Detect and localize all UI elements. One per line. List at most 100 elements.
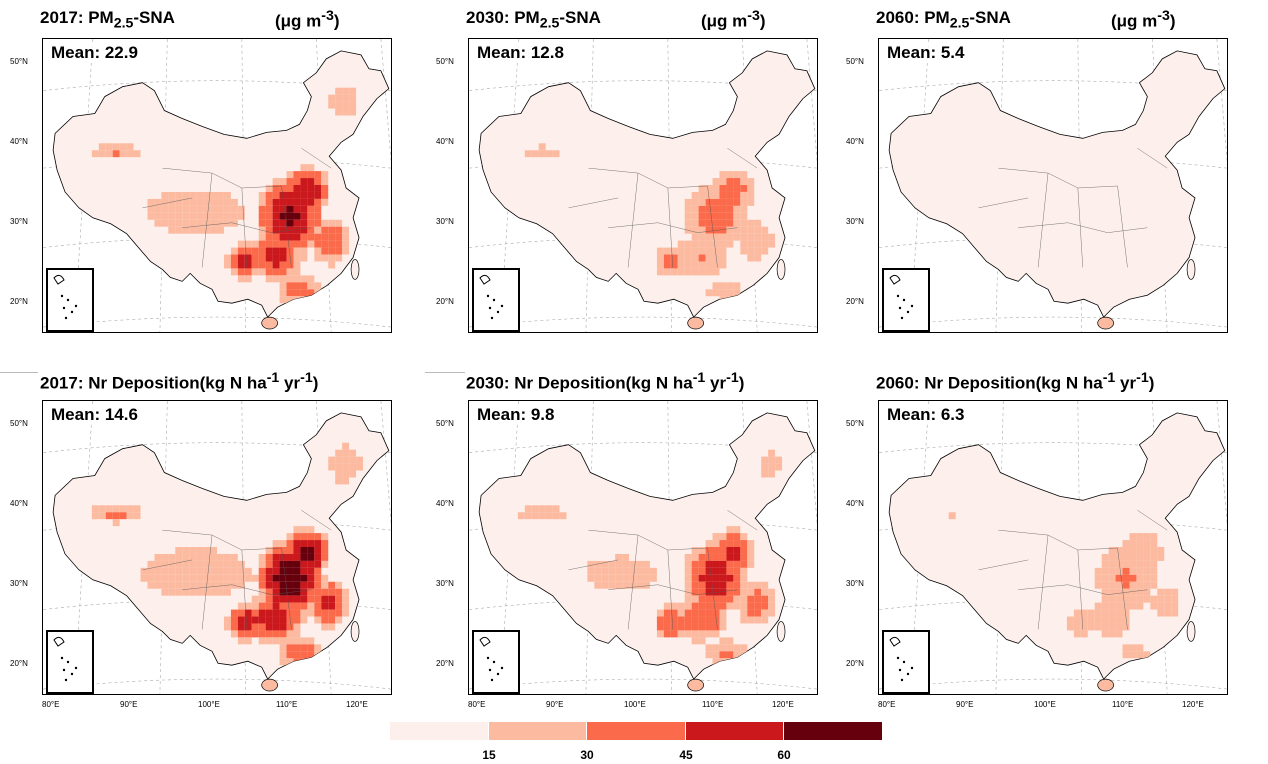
grid-cell — [182, 212, 190, 220]
latitude-label: 40°N — [846, 499, 864, 508]
grid-cell — [698, 623, 706, 631]
grid-cell — [335, 463, 343, 471]
grid-cell — [712, 219, 720, 227]
grid-cell — [265, 219, 273, 227]
grid-cell — [768, 233, 776, 241]
grid-cell — [1115, 609, 1123, 617]
grid-cell — [203, 588, 211, 596]
grid-cell — [740, 602, 748, 610]
grid-cell — [636, 560, 643, 568]
grid-cell — [747, 588, 755, 596]
grid-cell — [719, 261, 727, 269]
grid-cell — [1108, 616, 1116, 624]
grid-cell — [712, 574, 720, 582]
grid-cell — [265, 275, 273, 283]
grid-cell — [608, 560, 616, 568]
parallel-line — [879, 678, 1227, 690]
grid-cell — [321, 602, 329, 610]
grid-cell — [300, 254, 308, 262]
unit-superscript: -1 — [300, 370, 313, 386]
grid-cell — [1150, 595, 1158, 603]
grid-cell — [251, 609, 259, 617]
grid-cell — [1150, 553, 1158, 561]
meridian-line — [241, 39, 246, 332]
province-boundary — [978, 197, 1029, 209]
longitude-label: 90°E — [956, 700, 974, 709]
grid-cell — [217, 567, 224, 575]
grid-cell — [335, 233, 343, 241]
meridian-line — [585, 39, 594, 332]
grid-cell — [189, 574, 197, 582]
grid-cell — [1171, 588, 1179, 596]
grid-cell — [342, 101, 350, 109]
grid-cell — [719, 560, 727, 568]
grid-cell — [1073, 609, 1081, 617]
grid-cell — [335, 588, 343, 596]
grid-cell — [1164, 602, 1172, 610]
taiwan-island — [1186, 621, 1196, 642]
grid-cell — [1157, 547, 1165, 554]
grid-cell — [1087, 623, 1095, 631]
grid-cell — [112, 505, 120, 513]
grid-cell — [328, 609, 336, 617]
grid-cell — [656, 623, 664, 631]
grid-cell — [307, 533, 315, 541]
latitude-label: 40°N — [10, 137, 28, 146]
grid-cell — [335, 449, 343, 457]
grid-cell — [147, 205, 155, 213]
grid-cell — [622, 567, 630, 575]
grid-cell — [168, 226, 176, 234]
grid-cell — [293, 540, 301, 548]
grid-cell — [656, 630, 664, 638]
grid-cell — [119, 505, 127, 513]
province-boundary — [1037, 173, 1049, 268]
grid-cell — [300, 602, 308, 610]
grid-cell — [286, 233, 294, 241]
longitude-label: 120°E — [772, 700, 794, 709]
grid-cell — [684, 567, 692, 575]
colorbar-tick: 45 — [679, 748, 693, 762]
grid-cell — [300, 581, 308, 589]
grid-cell — [314, 226, 322, 234]
grid-cell — [691, 198, 699, 206]
grid-cell — [1087, 609, 1095, 617]
grid-cell — [321, 254, 329, 262]
grid-cell — [342, 87, 350, 95]
longitude-label: 110°E — [1112, 700, 1134, 709]
grid-cell — [196, 226, 204, 234]
panel-title: 2060: Nr Deposition(kg N ha-1 yr-1) — [876, 370, 1154, 394]
grid-cell — [279, 212, 287, 220]
grid-cell — [293, 178, 301, 186]
grid-cell — [587, 574, 595, 582]
meridian-line — [667, 39, 672, 332]
grid-cell — [293, 254, 301, 262]
grid-cell — [223, 254, 231, 262]
province-boundary — [667, 187, 673, 268]
grid-cell — [761, 470, 769, 478]
grid-cell — [1150, 567, 1158, 575]
grid-cell — [719, 219, 727, 227]
grid-cell — [698, 247, 706, 255]
grid-cell — [649, 574, 657, 582]
grid-cell — [761, 616, 769, 624]
grid-cell — [705, 651, 713, 659]
grid-cell — [300, 164, 308, 172]
grid-cell — [279, 185, 287, 192]
grid-cell — [1143, 567, 1151, 575]
grid-cell — [189, 205, 197, 213]
grid-cell — [719, 233, 727, 241]
map-canvas — [879, 401, 1227, 694]
grid-cell — [98, 143, 106, 151]
colorbar-tick: 60 — [777, 748, 791, 762]
grid-cell — [726, 547, 734, 554]
grid-cell — [740, 171, 748, 179]
province-boundary — [182, 222, 312, 233]
grid-cell — [1136, 588, 1144, 596]
grid-cell — [314, 567, 322, 575]
grid-cell — [719, 296, 727, 304]
grid-cell — [210, 560, 217, 568]
grid-cell — [147, 212, 155, 220]
south-china-sea-inset — [882, 268, 930, 332]
grid-cell — [286, 553, 294, 561]
grid-cell — [594, 567, 602, 575]
